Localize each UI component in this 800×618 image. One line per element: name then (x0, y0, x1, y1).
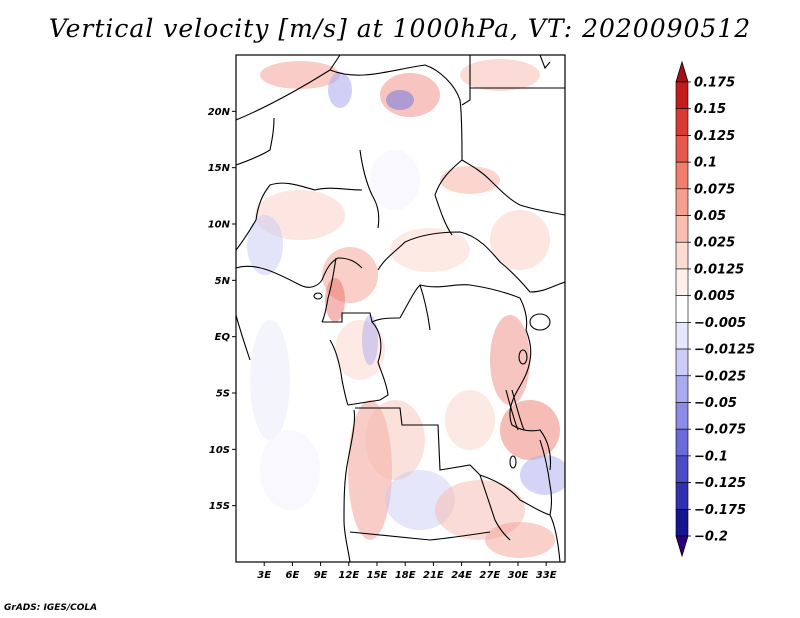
colorbar-top-arrow (675, 60, 689, 83)
colorbar-label: −0.125 (694, 476, 746, 491)
colorbar-segment (675, 322, 689, 350)
colorbar-segment (675, 482, 689, 510)
colorbar-segment (675, 135, 689, 163)
lon-tick-label: 30E (508, 570, 529, 581)
colorbar-label: −0.025 (694, 369, 746, 384)
grads-credit: GrADS: IGES/COLA (4, 603, 98, 613)
lon-tick-label: 33E (536, 570, 557, 581)
lat-tick-label: 5N (215, 276, 231, 287)
lon-tick-label: 21E (423, 570, 444, 581)
colorbar: 0.175 0.15 0.125 0.1 0.075 0.05 0.025 0.0125 0.0… (675, 60, 755, 558)
lat-tick-label: 5S (216, 389, 230, 400)
colorbar-bottom-arrow (675, 535, 689, 558)
lon-tick-label: 9E (314, 570, 328, 581)
colorbar-label: 0.125 (694, 129, 735, 144)
lon-tick-label: 15E (367, 570, 388, 581)
lon-tick-label: 3E (257, 570, 271, 581)
colorbar-segment (675, 348, 689, 377)
colorbar-segment (675, 108, 689, 136)
colorbar-segment (675, 215, 689, 243)
colorbar-segment (675, 295, 689, 323)
lon-tick-label: 12E (338, 570, 359, 581)
lat-tick-label: EQ (215, 332, 231, 343)
colorbar-segment (675, 508, 689, 537)
colorbar-segment (675, 375, 689, 403)
colorbar-label: 0.1 (694, 156, 717, 171)
colorbar-label: −0.1 (694, 449, 728, 464)
colorbar-segment (675, 402, 689, 430)
velocity-field (247, 59, 565, 558)
colorbar-label: 0.15 (694, 102, 726, 117)
lon-tick-label: 6E (286, 570, 300, 581)
colorbar-label: −0.05 (694, 396, 737, 411)
colorbar-label: −0.175 (694, 503, 746, 518)
lat-tick-label: 10S (209, 445, 230, 456)
latitude-axis: 20N 15N 10N 5N EQ 5S 10S 15S (208, 107, 236, 512)
country-borders (236, 55, 565, 562)
colorbar-label: 0.075 (694, 182, 735, 197)
colorbar-label: 0.0125 (694, 262, 744, 277)
colorbar-segment (675, 161, 689, 190)
colorbar-segment (675, 455, 689, 483)
colorbar-segment (675, 241, 689, 270)
lakes (313, 55, 553, 516)
lat-tick-label: 15S (209, 501, 230, 512)
colorbar-label: 0.175 (694, 76, 735, 91)
lat-tick-label: 20N (208, 107, 231, 118)
colorbar-label: −0.2 (694, 530, 728, 545)
colorbar-label: −0.0125 (694, 343, 755, 358)
lat-tick-label: 10N (208, 220, 231, 231)
colorbar-label: 0.005 (694, 289, 735, 304)
colorbar-label: 0.025 (694, 236, 735, 251)
colorbar-label: −0.005 (694, 316, 746, 331)
lon-tick-label: 27E (479, 570, 500, 581)
colorbar-label: 0.05 (694, 209, 726, 224)
lat-tick-label: 15N (208, 163, 231, 174)
lon-tick-label: 24E (451, 570, 472, 581)
chart-title: Vertical velocity [m/s] at 1000hPa, VT: … (48, 14, 752, 43)
colorbar-segment (675, 81, 689, 110)
colorbar-segment (675, 188, 689, 216)
colorbar-segment (675, 268, 689, 296)
map-frame (235, 54, 566, 563)
colorbar-label: −0.075 (694, 423, 746, 438)
colorbar-segment (675, 428, 689, 457)
lon-tick-label: 18E (395, 570, 416, 581)
longitude-axis: 3E 6E 9E 12E 15E 18E 21E 24E 27E 30E 33E (257, 562, 557, 581)
